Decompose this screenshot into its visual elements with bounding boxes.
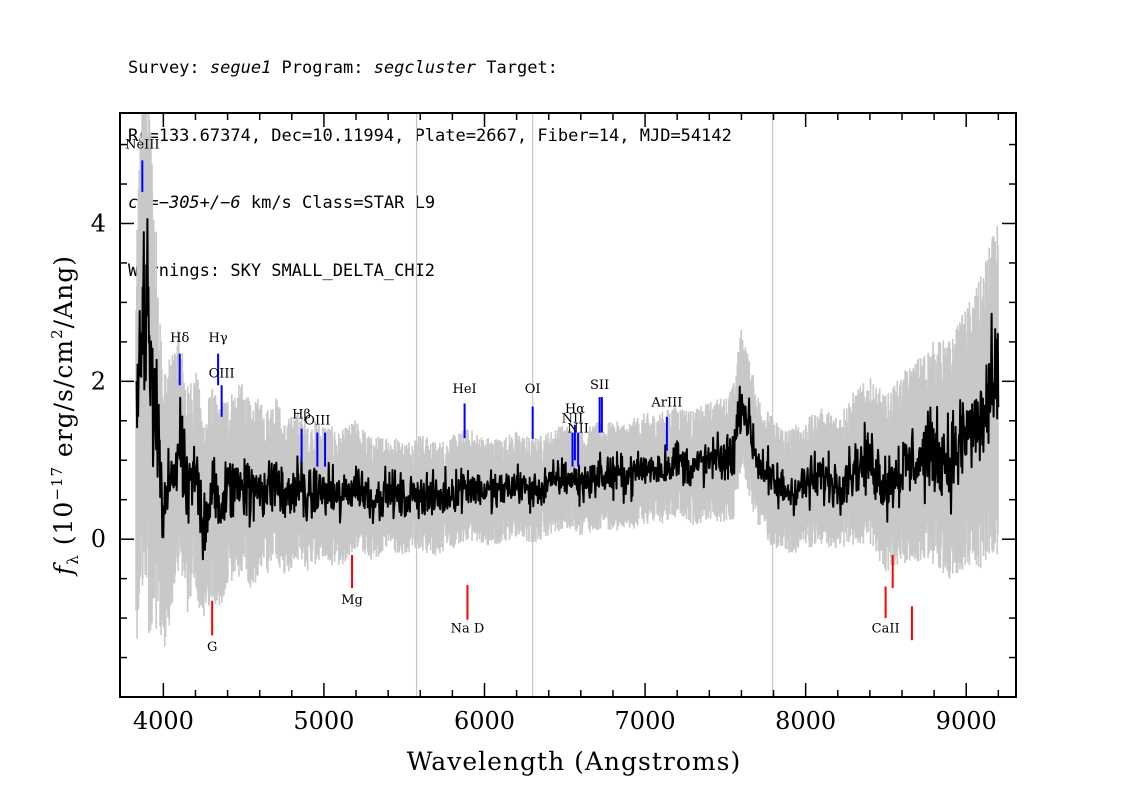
y-label-mid: erg/s/cm xyxy=(49,339,78,466)
header-line-survey: Survey: segue1 Program: segcluster Targe… xyxy=(128,57,732,80)
x-tick-label: 5000 xyxy=(293,707,354,735)
y-tick-label: 4 xyxy=(91,209,106,237)
x-tick-label: 4000 xyxy=(133,707,194,735)
cz-value: −305+/−6 xyxy=(158,193,241,213)
noise-series xyxy=(135,113,999,697)
emission-line-label: HeI xyxy=(453,382,477,397)
y-label-f: f xyxy=(49,562,78,577)
target-label: Target: xyxy=(476,58,558,78)
emission-line-label: ArIII xyxy=(650,396,682,411)
emission-line-label: Hα xyxy=(565,402,585,417)
absorption-line-label: CaII xyxy=(872,621,900,636)
absorption-line-label: Na D xyxy=(451,621,485,636)
emission-line-label: NII xyxy=(567,422,589,437)
y-axis-label: fλ (10−17 erg/s/cm2/Ang) xyxy=(48,255,82,577)
plot-frame xyxy=(119,112,1017,698)
y-label-exp1: −17 xyxy=(48,466,66,501)
x-tick-label: 6000 xyxy=(454,707,515,735)
noise-envelope xyxy=(135,113,999,647)
survey-value: segue1 xyxy=(209,58,272,78)
emission-line-label: OIII xyxy=(304,414,330,429)
emission-line-label: NII xyxy=(562,411,584,426)
spectrum-header: Survey: segue1 Program: segcluster Targe… xyxy=(128,12,732,305)
emission-line-label: Hγ xyxy=(209,331,228,346)
emission-line-label: NeIII xyxy=(125,138,159,153)
x-tick-label: 7000 xyxy=(615,707,676,735)
y-label-sub: λ xyxy=(64,554,82,565)
class-text: km/s Class=STAR L9 xyxy=(240,193,436,213)
y-tick-label: 2 xyxy=(91,367,106,395)
emission-line-label: Hδ xyxy=(170,331,189,346)
flux-series xyxy=(135,218,1000,561)
y-label-close: /Ang) xyxy=(49,255,78,328)
header-line-coords: RA=133.67374, Dec=10.11994, Plate=2667, … xyxy=(128,125,732,146)
program-value: segcluster xyxy=(373,58,477,78)
absorption-line-label: G xyxy=(207,640,217,655)
emission-line-label: Hβ xyxy=(292,407,311,422)
emission-line-label: OIII xyxy=(209,366,235,381)
program-label: Program: xyxy=(271,58,374,78)
emission-line-label: OI xyxy=(525,382,541,397)
survey-label: Survey: xyxy=(128,58,210,78)
x-axis-label: Wavelength (Angstroms) xyxy=(407,747,741,776)
x-tick-label: 9000 xyxy=(936,707,997,735)
y-label-open: (10 xyxy=(49,501,78,555)
y-label-exp2: 2 xyxy=(48,328,66,339)
emission-line-label: SII xyxy=(590,378,609,393)
axis-ticks: 4000 5000 6000 7000 8000 9000 0 2 4 xyxy=(91,113,1016,735)
x-tick-label: 8000 xyxy=(775,707,836,735)
absorption-line-label: Mg xyxy=(341,593,363,608)
flux-line xyxy=(135,218,1000,561)
y-tick-label: 0 xyxy=(91,525,106,553)
